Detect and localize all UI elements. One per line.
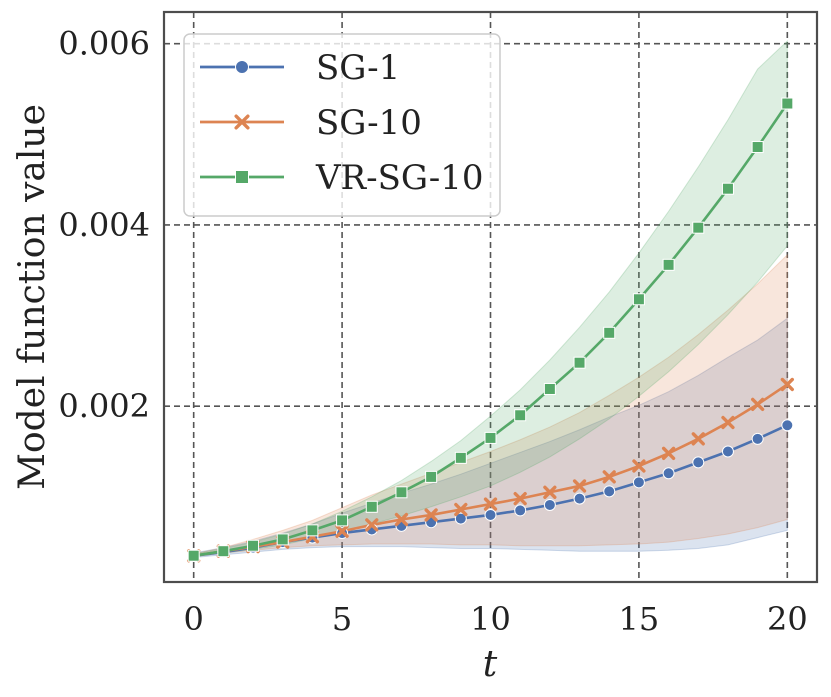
plot-frame bbox=[162, 10, 819, 584]
data-point bbox=[247, 539, 260, 552]
x-tick-label: 10 bbox=[470, 600, 511, 638]
data-point bbox=[484, 508, 497, 521]
data-point bbox=[573, 492, 586, 505]
data-point bbox=[235, 60, 249, 74]
data-point bbox=[454, 451, 467, 464]
data-point bbox=[454, 502, 468, 517]
data-point bbox=[484, 431, 497, 444]
data-point bbox=[306, 524, 319, 537]
legend-frame bbox=[183, 33, 501, 217]
data-point bbox=[572, 479, 587, 493]
data-point bbox=[543, 485, 557, 499]
data-point bbox=[603, 485, 616, 498]
data-point bbox=[692, 456, 705, 469]
x-axis-label: t bbox=[483, 644, 498, 685]
data-point bbox=[454, 512, 467, 525]
x-tick-label: 15 bbox=[619, 600, 660, 638]
data-point bbox=[691, 432, 705, 446]
y-tick-label: 0.002 bbox=[58, 387, 150, 425]
y-tick-label: 0.004 bbox=[58, 206, 150, 244]
data-point bbox=[632, 476, 645, 489]
data-point bbox=[781, 97, 794, 110]
legend: SG-1 SG-10 VR-SG-10 bbox=[183, 33, 501, 217]
data-point bbox=[780, 377, 794, 392]
data-point bbox=[721, 415, 735, 430]
x-tick-label: 20 bbox=[767, 600, 808, 638]
data-point bbox=[513, 491, 527, 506]
data-point bbox=[483, 497, 498, 511]
data-point bbox=[235, 170, 249, 184]
legend-label: SG-10 bbox=[316, 103, 422, 143]
data-point bbox=[336, 514, 349, 527]
data-point bbox=[662, 258, 675, 271]
data-point bbox=[543, 498, 556, 511]
data-point bbox=[662, 467, 675, 480]
data-point bbox=[335, 524, 349, 538]
x-tick-label: 0 bbox=[184, 600, 204, 638]
data-point bbox=[395, 486, 408, 499]
data-point bbox=[187, 549, 200, 562]
data-point bbox=[751, 141, 764, 154]
data-point bbox=[781, 419, 794, 432]
data-point bbox=[692, 221, 705, 234]
data-point bbox=[632, 293, 645, 306]
data-point bbox=[750, 397, 765, 412]
legend-label: VR-SG-10 bbox=[315, 158, 483, 198]
data-point bbox=[424, 508, 438, 522]
data-point bbox=[602, 470, 616, 484]
y-tick-labels: 0.002 0.004 0.006 bbox=[58, 25, 150, 425]
x-tick-labels: 0 5 10 15 20 bbox=[184, 600, 808, 638]
data-point bbox=[632, 459, 646, 473]
data-point bbox=[365, 500, 378, 513]
data-point bbox=[217, 545, 230, 558]
data-point bbox=[365, 518, 379, 532]
data-point bbox=[573, 356, 586, 369]
series-markers bbox=[187, 97, 794, 563]
y-axis-label: Model function value bbox=[12, 104, 53, 490]
data-point bbox=[514, 504, 527, 517]
data-point bbox=[234, 114, 250, 130]
data-point bbox=[661, 446, 676, 460]
data-point bbox=[425, 470, 438, 483]
data-point bbox=[543, 382, 556, 395]
data-point bbox=[603, 326, 616, 339]
legend-label: SG-1 bbox=[316, 48, 400, 88]
data-point bbox=[514, 409, 527, 422]
data-point bbox=[721, 182, 734, 195]
x-tick-label: 5 bbox=[332, 600, 352, 638]
data-point bbox=[394, 512, 409, 527]
data-point bbox=[276, 533, 289, 546]
data-point bbox=[721, 445, 734, 458]
data-point bbox=[751, 432, 764, 445]
y-tick-label: 0.006 bbox=[58, 25, 150, 63]
